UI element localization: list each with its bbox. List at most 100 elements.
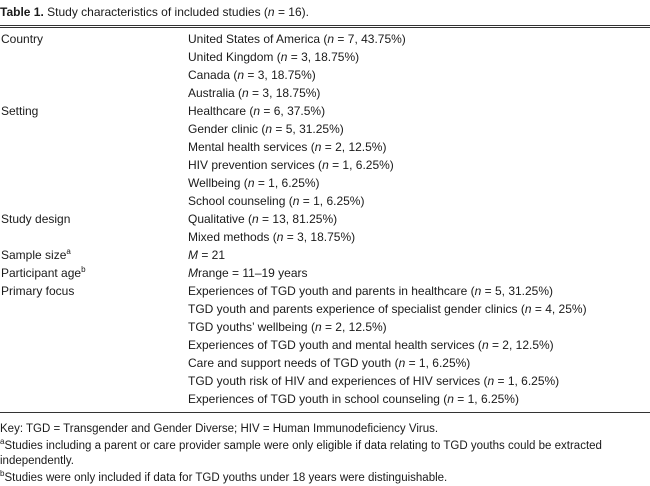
- table-row: Country United States of America (n = 7, …: [0, 30, 650, 48]
- row-value-text: TGD youth and parents experience of spec…: [188, 302, 525, 316]
- row-value-text: Experiences of TGD youth and parents in …: [188, 284, 475, 298]
- table-caption-n: n: [267, 5, 275, 19]
- row-value-text-end: = 1, 6.25%): [254, 176, 320, 190]
- row-value: School counseling (n = 1, 6.25%): [188, 192, 364, 210]
- row-value-stat-symbol: n: [398, 356, 406, 370]
- table-row: United Kingdom (n = 3, 18.75%): [0, 48, 650, 66]
- row-value: Mental health services (n = 2, 12.5%): [188, 138, 386, 156]
- row-value-text: Canada (: [188, 68, 238, 82]
- row-value-text: Experiences of TGD youth in school couns…: [188, 392, 448, 406]
- row-value: M = 21: [188, 246, 225, 264]
- row-value-stat-symbol: n: [327, 32, 335, 46]
- table-row: Primary focus Experiences of TGD youth an…: [0, 282, 650, 300]
- row-value: HIV prevention services (n = 1, 6.25%): [188, 156, 394, 174]
- table-row: Experiences of TGD youth and mental heal…: [0, 336, 650, 354]
- row-value: Australia (n = 3, 18.75%): [188, 84, 320, 102]
- table-row: HIV prevention services (n = 1, 6.25%): [0, 156, 650, 174]
- row-value-text: Healthcare (: [188, 104, 254, 118]
- row-value-stat-symbol: n: [276, 230, 284, 244]
- row-value-text: Gender clinic (: [188, 122, 266, 136]
- table-row: Mental health services (n = 2, 12.5%): [0, 138, 650, 156]
- table-top-rule: [0, 25, 650, 26]
- table-row: School counseling (n = 1, 6.25%): [0, 192, 650, 210]
- row-value: United Kingdom (n = 3, 18.75%): [188, 48, 359, 66]
- row-label: Setting: [1, 102, 38, 120]
- row-value-text-end: = 4, 25%): [531, 302, 587, 316]
- row-value-stat-symbol: n: [474, 284, 482, 298]
- row-value-text-end: = 6, 37.5%): [260, 104, 326, 118]
- footnote-b-mark: b: [0, 469, 5, 479]
- row-value-text-end: = 1, 6.25%): [453, 392, 519, 406]
- row-value-text: TGD youth risk of HIV and experiences of…: [188, 374, 488, 388]
- row-value-text-end: = 5, 31.25%): [272, 122, 344, 136]
- row-value-text-end: = 2, 12.5%): [488, 338, 554, 352]
- row-value: Care and support needs of TGD youth (n =…: [188, 354, 470, 372]
- row-value-text-end: = 3, 18.75%): [283, 230, 356, 244]
- row-value-stat-symbol: n: [252, 212, 259, 226]
- row-value: Experiences of TGD youth and mental heal…: [188, 336, 554, 354]
- row-label-footnote-mark: b: [81, 265, 86, 274]
- row-value: TGD youth and parents experience of spec…: [188, 300, 587, 318]
- table-row: Setting Healthcare (n = 6, 37.5%): [0, 102, 650, 120]
- row-value: Experiences of TGD youth and parents in …: [188, 282, 553, 300]
- row-value-stat-symbol: n: [247, 176, 255, 190]
- row-label: Sample sizea: [1, 246, 71, 264]
- footnote-a: aStudies including a parent or care prov…: [0, 437, 650, 469]
- row-value-stat-symbol: n: [314, 320, 322, 334]
- row-value-text-end: = 5, 31.25%): [481, 284, 554, 298]
- row-value: Qualitative (n = 13, 81.25%): [188, 210, 337, 228]
- table-row: Wellbeing (n = 1, 6.25%): [0, 174, 650, 192]
- row-value-text: Qualitative (: [188, 212, 253, 226]
- row-value: United States of America (n = 7, 43.75%): [188, 30, 406, 48]
- table-row: Care and support needs of TGD youth (n =…: [0, 354, 650, 372]
- row-value-text-end: = 7, 43.75%): [334, 32, 406, 46]
- row-value-text-end: = 2, 12.5%): [321, 140, 387, 154]
- row-label: Study design: [1, 210, 70, 228]
- row-value-stat-symbol: n: [322, 158, 329, 172]
- table-bottom-rule: [0, 412, 650, 413]
- row-label: Primary focus: [1, 282, 74, 300]
- row-value-text-end: = 1, 6.25%): [299, 194, 365, 208]
- row-label-footnote-mark: a: [66, 247, 71, 256]
- row-value-text-end: = 21: [198, 248, 226, 262]
- row-value-stat-symbol: M: [188, 248, 198, 262]
- row-label-text: Setting: [1, 104, 39, 118]
- row-value-stat-symbol: n: [253, 104, 261, 118]
- row-value-text-end: = 2, 12.5%): [321, 320, 387, 334]
- row-value-text: TGD youths’ wellbeing (: [188, 320, 315, 334]
- row-value: Gender clinic (n = 5, 31.25%): [188, 120, 344, 138]
- row-label-text: Sample size: [1, 248, 67, 262]
- table-row: TGD youths’ wellbeing (n = 2, 12.5%): [0, 318, 650, 336]
- row-value-text-end: = 3, 18.75%): [248, 86, 321, 100]
- row-value-text: Mixed methods (: [188, 230, 277, 244]
- row-value-text: Care and support needs of TGD youth (: [188, 356, 399, 370]
- row-value: Canada (n = 3, 18.75%): [188, 66, 316, 84]
- table-row: Gender clinic (n = 5, 31.25%): [0, 120, 650, 138]
- row-value-text: HIV prevention services (: [188, 158, 323, 172]
- row-value-stat-symbol: M: [188, 266, 198, 280]
- row-value: TGD youths’ wellbeing (n = 2, 12.5%): [188, 318, 387, 336]
- row-value-text-end: = 1, 6.25%): [328, 158, 394, 172]
- table-caption-text: Study characteristics of included studie…: [47, 5, 268, 19]
- footnote-a-mark: a: [0, 437, 5, 447]
- table-row: TGD youth risk of HIV and experiences of…: [0, 372, 650, 390]
- footnote-a-text: Studies including a parent or care provi…: [0, 440, 602, 467]
- row-label: Participant ageb: [1, 264, 86, 282]
- footnote-b: bStudies were only included if data for …: [0, 469, 650, 486]
- table-top-rule-2: [0, 27, 650, 28]
- row-value-stat-symbol: n: [481, 338, 489, 352]
- row-label-text: Primary focus: [1, 284, 75, 298]
- row-label-text: Study design: [1, 212, 71, 226]
- row-label-text: Country: [1, 32, 44, 46]
- row-value-stat-symbol: n: [524, 302, 532, 316]
- row-value: Mixed methods (n = 3, 18.75%): [188, 228, 355, 246]
- row-value-text-end: = 1, 6.25%): [405, 356, 471, 370]
- row-value-text-end: = 1, 6.25%): [494, 374, 560, 388]
- row-value: Healthcare (n = 6, 37.5%): [188, 102, 325, 120]
- footnote-key: Key: TGD = Transgender and Gender Divers…: [0, 423, 439, 435]
- table-caption-text-end: = 16).: [274, 5, 309, 19]
- row-value-stat-symbol: n: [280, 50, 288, 64]
- row-value: Experiences of TGD youth in school couns…: [188, 390, 519, 408]
- row-value-stat-symbol: n: [447, 392, 454, 406]
